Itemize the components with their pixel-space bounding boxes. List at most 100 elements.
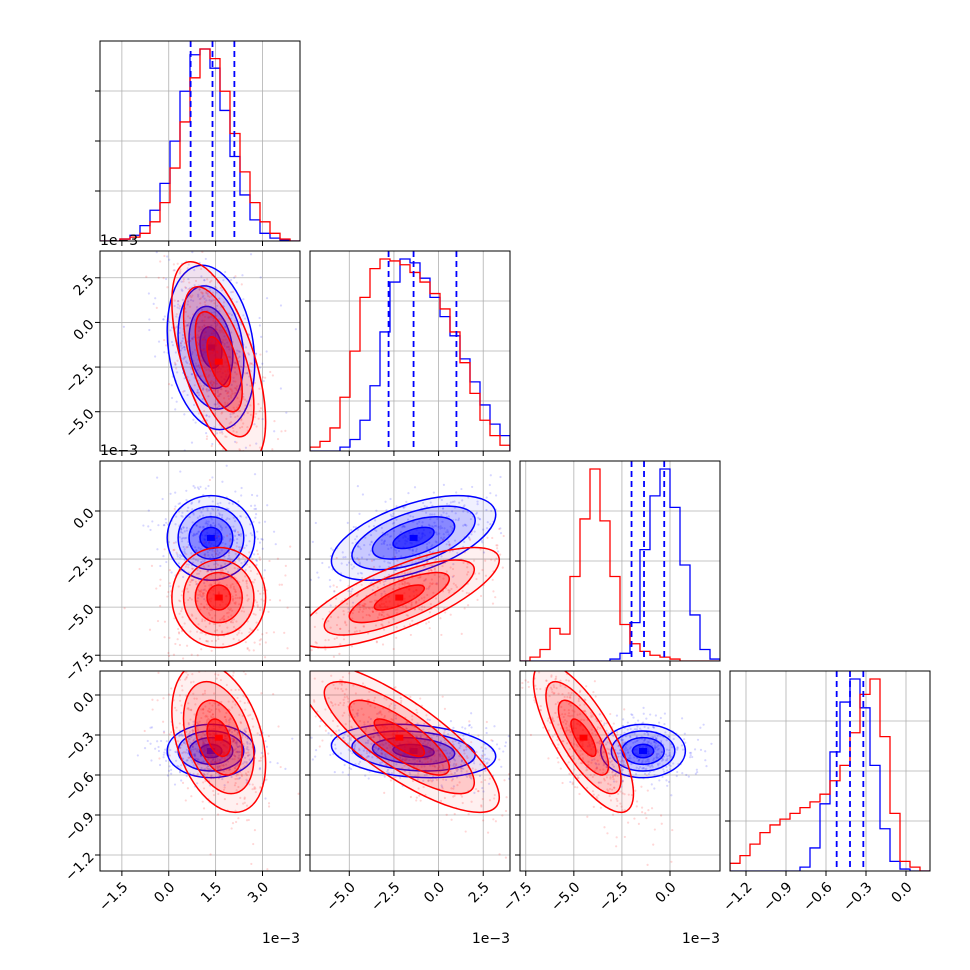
scatter-point [363, 721, 366, 724]
scatter-point [470, 741, 473, 744]
scatter-point [236, 567, 240, 570]
scatter-point [235, 373, 238, 376]
scatter-point [395, 518, 398, 521]
scatter-point [467, 732, 470, 735]
scatter-point [162, 730, 166, 733]
scatter-point [690, 751, 693, 754]
scatter-point [190, 598, 193, 601]
scatter-point [490, 738, 493, 742]
scatter-point [211, 442, 214, 446]
scatter-point [447, 756, 451, 759]
axes-frame [309, 460, 511, 662]
scatter-point [360, 556, 364, 559]
scatter-point [187, 740, 190, 743]
scatter-point [239, 770, 242, 774]
scatter-point [437, 525, 440, 529]
scatter-point [258, 643, 261, 646]
scatter-point [167, 654, 171, 657]
scatter-point [704, 750, 707, 753]
scatter-point [268, 666, 270, 668]
scatter-point [213, 760, 216, 763]
scatter-point [240, 417, 243, 421]
scatter-point [259, 756, 263, 760]
scatter-point [232, 587, 236, 590]
scatter-point [332, 683, 335, 687]
scatter-point [443, 574, 446, 577]
scatter-point [245, 819, 249, 822]
scatter-point [247, 754, 250, 757]
scatter-point [247, 714, 250, 717]
scatter-point [318, 745, 321, 748]
scatter-point [216, 757, 219, 760]
scatter-point [475, 577, 478, 581]
scatter-point [534, 684, 537, 687]
scatter-point [238, 596, 242, 599]
scatter-point [172, 263, 176, 266]
scatter-point [168, 769, 171, 772]
scatter-point [229, 415, 232, 418]
scatter-point [205, 414, 208, 417]
scatter-point [622, 763, 625, 766]
scatter-point [405, 727, 408, 730]
scatter-point [451, 740, 454, 743]
scatter-point [187, 590, 190, 593]
scatter-point [173, 269, 176, 272]
x-scale-label: 1e−3 [472, 931, 510, 947]
scatter-point [276, 467, 278, 469]
scatter-point [490, 509, 493, 513]
scatter-point [219, 573, 223, 576]
scatter-point [699, 726, 702, 729]
scatter-point [175, 751, 178, 754]
scatter-point [407, 491, 410, 495]
scatter-point [192, 748, 195, 751]
scatter-point [162, 318, 165, 321]
scatter-point [620, 755, 623, 758]
scatter-point [411, 619, 414, 622]
y-tick-label: −0.6 [62, 769, 97, 804]
scatter-point [452, 785, 455, 788]
scatter-point [427, 523, 431, 526]
y-tick-label: −7.5 [62, 650, 97, 685]
scatter-point [197, 593, 200, 596]
scatter-point [234, 809, 237, 813]
scatter-point [205, 520, 208, 523]
scatter-point [207, 717, 210, 721]
scatter-point [393, 521, 396, 524]
scatter-point [642, 712, 645, 715]
scatter-point [201, 388, 205, 392]
scatter-point [191, 508, 194, 511]
scatter-point [374, 593, 377, 597]
scatter-point [199, 355, 202, 358]
scatter-point [336, 687, 340, 690]
scatter-point [248, 551, 251, 554]
scatter-point [662, 768, 665, 771]
scatter-point [380, 613, 383, 616]
scatter-point [233, 754, 237, 758]
scatter-point [192, 692, 195, 695]
scatter-point [335, 556, 338, 560]
scatter-point [202, 773, 205, 776]
scatter-point [203, 297, 206, 300]
scatter-point [232, 739, 235, 742]
scatter-point [478, 774, 482, 778]
scatter-point [185, 563, 188, 566]
scatter-point [398, 755, 402, 759]
scatter-point [235, 750, 239, 753]
scatter-point [230, 614, 233, 617]
scatter-point [359, 571, 362, 575]
scatter-point [195, 524, 198, 527]
scatter-point [170, 571, 173, 574]
scatter-point [223, 342, 226, 346]
scatter-point [430, 545, 433, 548]
scatter-point [441, 520, 444, 523]
scatter-point [215, 314, 218, 318]
scatter-point [227, 554, 231, 557]
scatter-point [473, 762, 476, 765]
scatter-point [257, 403, 260, 406]
scatter-point [419, 734, 422, 737]
scatter-point [208, 454, 210, 456]
scatter-point [172, 541, 176, 545]
scatter-point [480, 756, 483, 760]
scatter-point [438, 753, 441, 756]
scatter-point [234, 782, 237, 785]
